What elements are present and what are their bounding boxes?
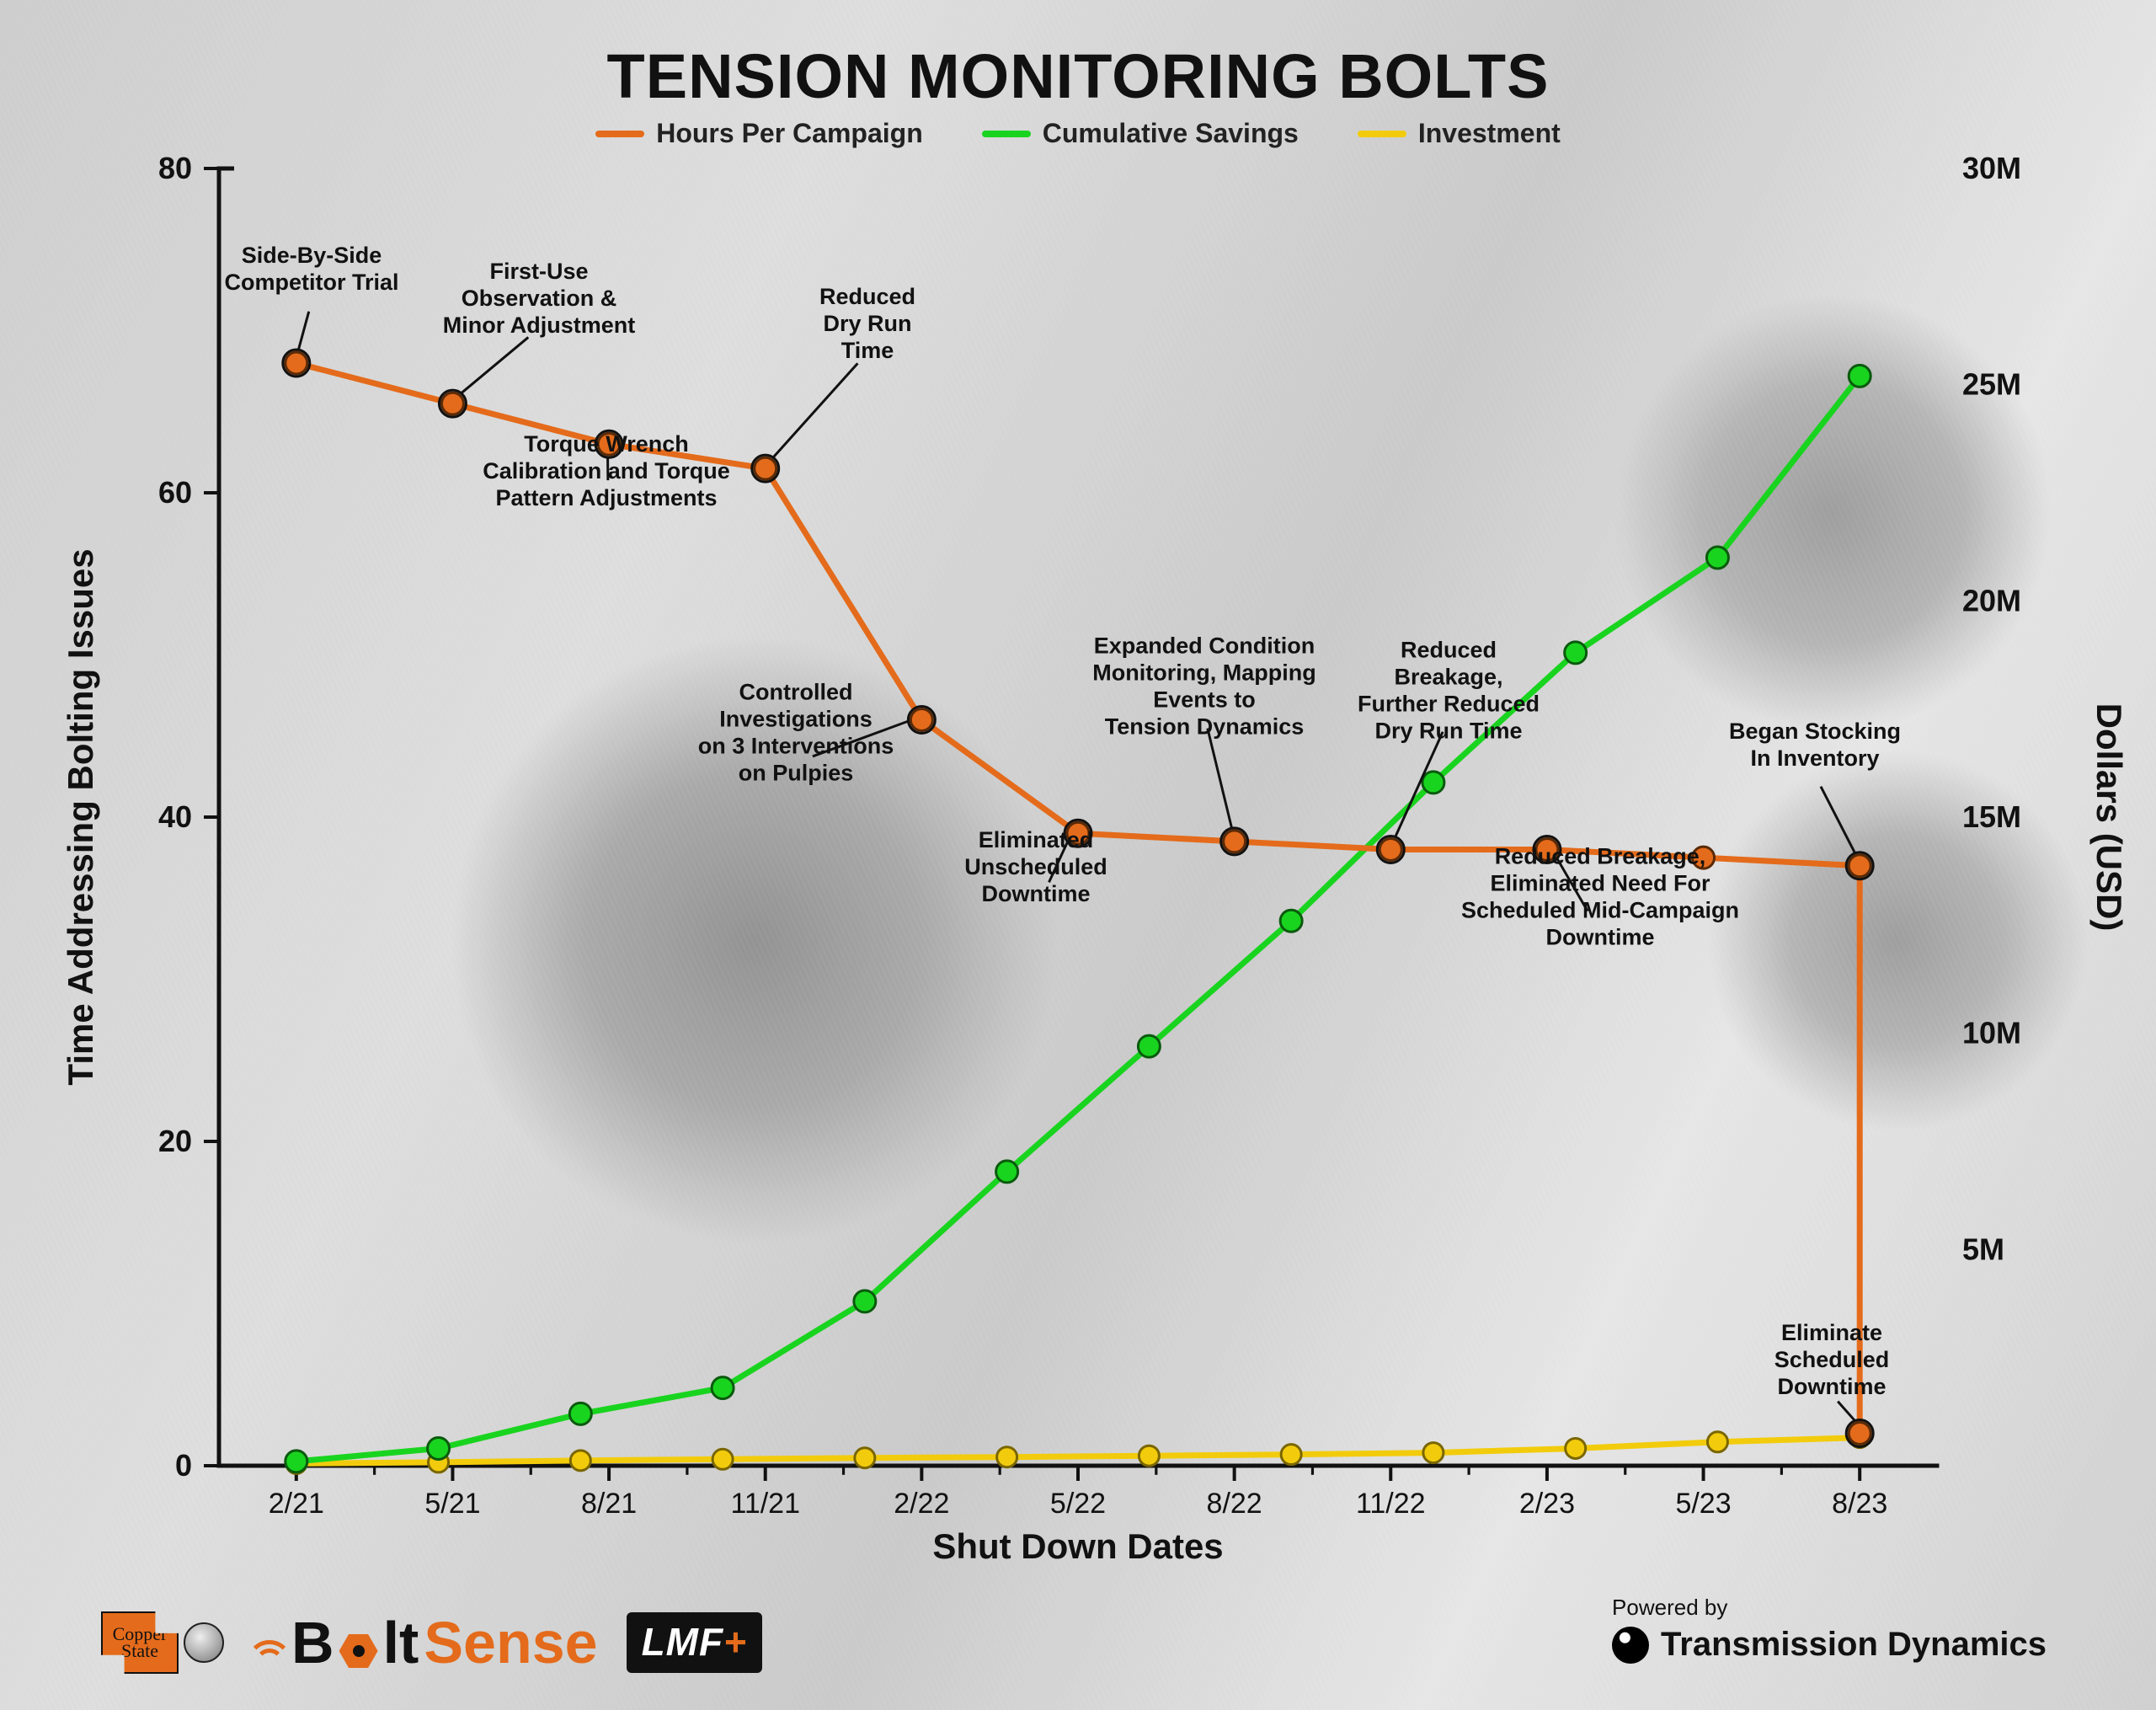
- annotation-a6: Eliminated Unscheduled Downtime: [964, 827, 1107, 908]
- svg-text:5/22: 5/22: [1050, 1488, 1106, 1520]
- copper-state-text: Copper State: [103, 1613, 177, 1672]
- svg-text:30M: 30M: [1962, 151, 2021, 185]
- annotation-a9: Reduced Breakage, Eliminated Need For Sc…: [1461, 843, 1739, 950]
- annotation-a8: Reduced Breakage, Further Reduced Dry Ru…: [1358, 637, 1540, 744]
- copper-state-badge: Copper State: [101, 1611, 224, 1674]
- svg-text:8/21: 8/21: [581, 1488, 637, 1520]
- bolt-icon: [184, 1622, 224, 1663]
- svg-text:40: 40: [158, 799, 192, 834]
- annotation-a5: Controlled Investigations on 3 Intervent…: [698, 679, 894, 786]
- powered-by: Powered by Transmission Dynamics: [1612, 1595, 2047, 1664]
- svg-text:25M: 25M: [1962, 367, 2021, 402]
- svg-text:5/23: 5/23: [1675, 1488, 1731, 1520]
- transmission-dynamics: Transmission Dynamics: [1612, 1626, 2047, 1664]
- wifi-icon: [253, 1638, 286, 1663]
- annotation-a11: Eliminate Scheduled Downtime: [1774, 1320, 1890, 1401]
- powered-by-label: Powered by: [1612, 1595, 2047, 1621]
- annotation-a1: Side-By-Side Competitor Trial: [224, 243, 398, 297]
- svg-text:5/21: 5/21: [424, 1488, 480, 1520]
- arizona-icon: Copper State: [101, 1611, 179, 1674]
- svg-text:0: 0: [175, 1448, 192, 1483]
- chart-stage: TENSION MONITORING BOLTS Hours Per Campa…: [0, 0, 2156, 1710]
- svg-text:10M: 10M: [1962, 1016, 2021, 1050]
- svg-text:2/23: 2/23: [1519, 1488, 1575, 1520]
- hex-icon: [339, 1634, 378, 1668]
- svg-text:60: 60: [158, 475, 192, 510]
- svg-text:15M: 15M: [1962, 799, 2021, 834]
- svg-text:11/21: 11/21: [730, 1488, 800, 1520]
- orb-icon: [1612, 1627, 1649, 1664]
- boltsense-text-a: B: [291, 1609, 334, 1676]
- svg-text:20M: 20M: [1962, 583, 2021, 617]
- boltsense-text-b: lt: [383, 1609, 419, 1676]
- svg-text:8/23: 8/23: [1832, 1488, 1887, 1520]
- boltsense-text-c: Sense: [424, 1609, 597, 1676]
- svg-text:5M: 5M: [1962, 1232, 2004, 1266]
- boltsense-logo: B lt Sense: [253, 1609, 598, 1676]
- annotation-a3: Torque Wrench Calibration and Torque Pat…: [483, 431, 730, 512]
- annotation-a4: Reduced Dry Run Time: [819, 284, 915, 365]
- svg-text:2/22: 2/22: [894, 1488, 949, 1520]
- svg-text:11/22: 11/22: [1356, 1488, 1426, 1520]
- svg-text:Time Addressing Bolting Issues: Time Addressing Bolting Issues: [61, 548, 100, 1085]
- annotation-a7: Expanded Condition Monitoring, Mapping E…: [1092, 633, 1315, 740]
- footer-logos: Copper State B lt Sense LMF+: [101, 1609, 762, 1676]
- svg-text:Shut Down Dates: Shut Down Dates: [932, 1526, 1223, 1566]
- annotation-a10: Began Stocking In Inventory: [1729, 719, 1901, 772]
- svg-text:8/22: 8/22: [1207, 1488, 1262, 1520]
- lmf-badge: LMF+: [627, 1612, 762, 1673]
- td-text: Transmission Dynamics: [1661, 1626, 2047, 1664]
- lmf-text: LMF: [642, 1620, 724, 1664]
- svg-text:20: 20: [158, 1124, 192, 1158]
- lmf-plus: +: [723, 1620, 747, 1664]
- svg-text:2/21: 2/21: [269, 1488, 324, 1520]
- svg-text:80: 80: [158, 151, 192, 185]
- annotation-a2: First-Use Observation & Minor Adjustment: [443, 259, 636, 339]
- svg-text:Dollars (USD): Dollars (USD): [2089, 703, 2129, 932]
